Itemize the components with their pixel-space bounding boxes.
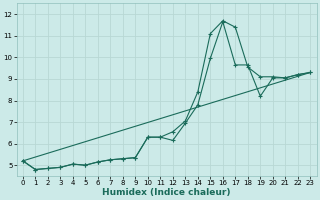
X-axis label: Humidex (Indice chaleur): Humidex (Indice chaleur) — [102, 188, 231, 197]
